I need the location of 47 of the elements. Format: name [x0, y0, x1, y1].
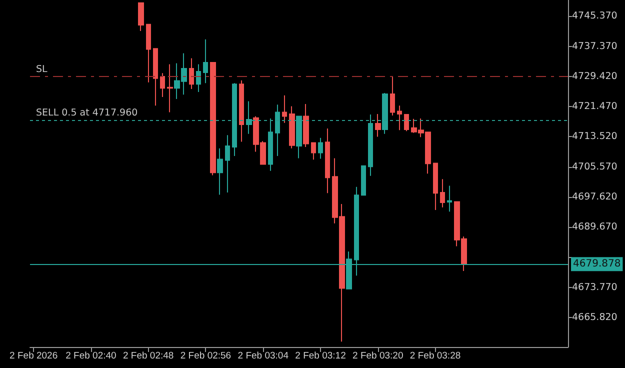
candlestick — [397, 105, 402, 131]
x-tick-label: 2 Feb 02:40 — [66, 350, 116, 362]
candlestick — [167, 64, 173, 113]
candlestick — [390, 76, 395, 116]
candlestick — [239, 80, 244, 142]
y-tick-label: 4697.620 — [572, 191, 618, 202]
candlestick — [325, 128, 330, 194]
ref-line-label: 4679.878 — [573, 258, 621, 270]
y-tick-label: 4729.420 — [572, 70, 618, 82]
candlestick — [318, 137, 323, 160]
candlestick — [282, 94, 287, 124]
y-tick-label: 4689.670 — [572, 222, 618, 233]
candlestick — [210, 62, 216, 176]
y-tick-label: 4745.370 — [572, 10, 618, 22]
candlestick — [375, 113, 381, 138]
candlestick — [311, 142, 316, 160]
candlestick — [303, 103, 309, 148]
y-tick-label: 4721.470 — [572, 101, 618, 112]
x-tick-label: 2 Feb 03:04 — [238, 350, 288, 362]
x-tick-label: 2 Feb 2026 — [10, 350, 58, 362]
ref-line-label: SL — [36, 64, 48, 75]
x-tick-label: 2 Feb 03:20 — [352, 350, 404, 362]
candlestick — [160, 72, 165, 98]
ref-line-label: SELL 0.5 at 4717.960 — [36, 107, 138, 118]
x-tick-label: 2 Feb 03:12 — [295, 350, 346, 362]
y-tick-label: 4713.520 — [572, 131, 618, 142]
y-tick-label: 4705.570 — [572, 161, 618, 172]
candlestick — [217, 148, 223, 196]
candlestick — [440, 178, 445, 208]
candlestick — [361, 165, 366, 196]
candlestick — [138, 2, 144, 32]
candlestick — [404, 114, 409, 132]
x-tick-label: 2 Feb 02:56 — [180, 350, 232, 362]
candlestick — [146, 24, 151, 83]
candlestick — [196, 64, 201, 93]
candlestick — [225, 134, 230, 193]
x-tick-label: 2 Feb 03:28 — [410, 350, 461, 362]
y-tick-label: 4737.370 — [572, 40, 618, 52]
x-tick-label: 2 Feb 02:48 — [123, 350, 174, 362]
candlestick — [447, 185, 452, 212]
candlestick — [189, 58, 194, 90]
candlestick — [289, 106, 295, 149]
y-tick-label: 4673.770 — [572, 282, 618, 293]
candlestick — [433, 162, 438, 210]
candlestick — [153, 48, 158, 106]
candlestick — [203, 38, 208, 84]
y-tick-label: 4665.820 — [572, 312, 618, 323]
